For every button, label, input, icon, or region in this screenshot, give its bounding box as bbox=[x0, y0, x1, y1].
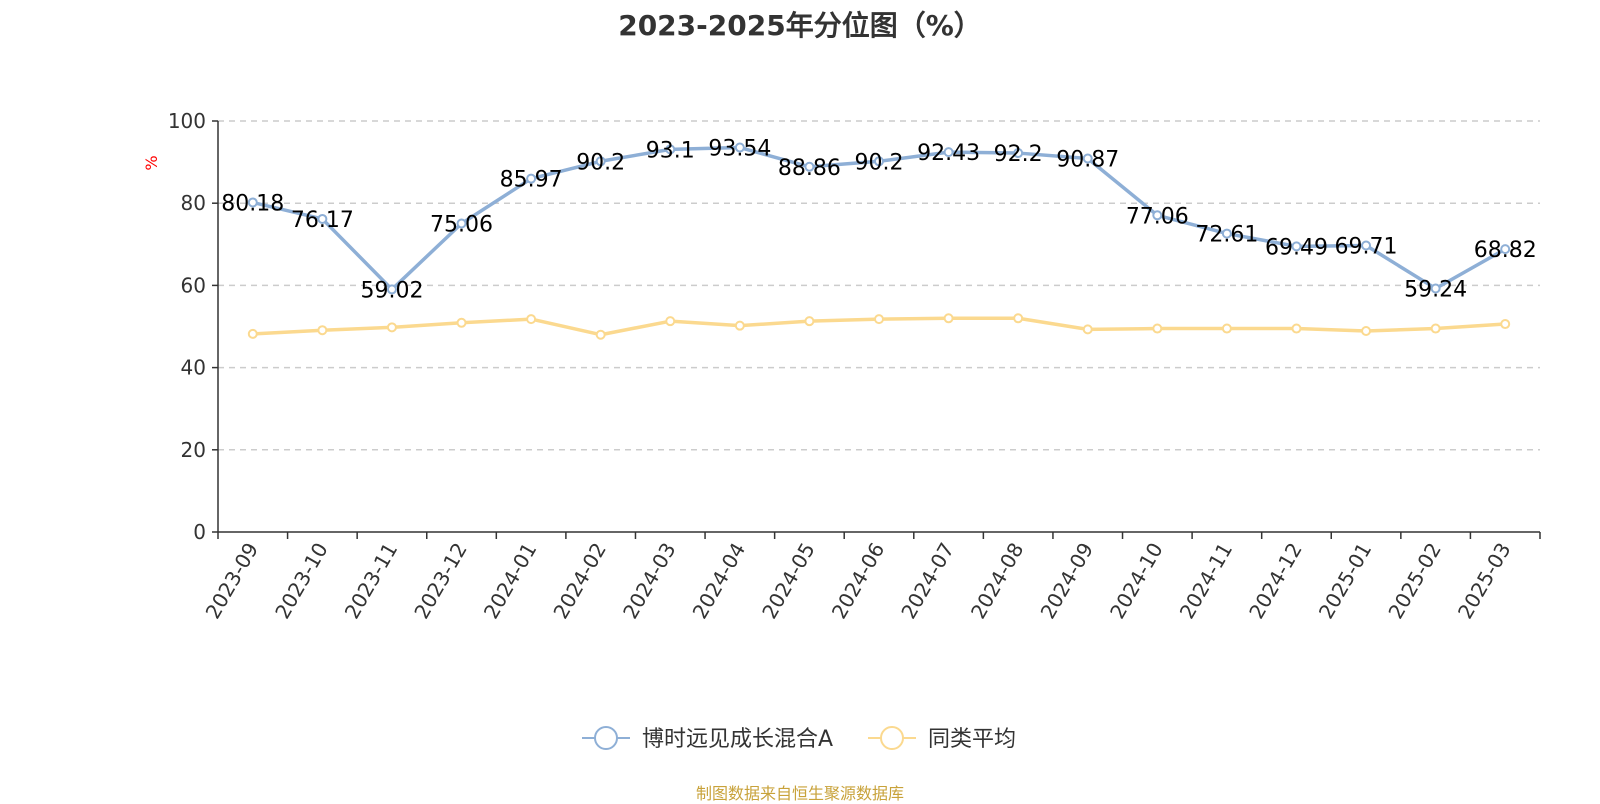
data-label: 75.06 bbox=[430, 213, 493, 238]
axes: 0 20 40 60 80 100 2023-09 2023-10 2023-11 2023-12… bbox=[168, 109, 1541, 623]
data-label: 92.2 bbox=[994, 142, 1043, 167]
x-tick-label: 2024-10 bbox=[1105, 539, 1168, 623]
data-label: 93.1 bbox=[646, 138, 695, 163]
data-point bbox=[1082, 324, 1093, 335]
y-tick-label: 60 bbox=[181, 273, 206, 297]
data-point bbox=[1082, 153, 1093, 164]
data-label: 59.02 bbox=[360, 278, 423, 303]
x-tick-label: 2025-03 bbox=[1453, 539, 1516, 623]
data-point bbox=[1361, 240, 1372, 251]
data-label: 90.87 bbox=[1056, 148, 1119, 173]
data-label: 92.43 bbox=[917, 141, 980, 166]
data-label: 88.86 bbox=[778, 156, 841, 181]
x-tick-label: 2025-01 bbox=[1314, 539, 1377, 623]
data-point bbox=[734, 142, 745, 153]
x-tick-label: 2023-12 bbox=[409, 539, 472, 623]
x-tick-label: 2024-04 bbox=[688, 539, 751, 623]
data-point bbox=[1291, 323, 1302, 334]
data-point bbox=[1361, 326, 1372, 337]
data-point bbox=[874, 156, 884, 167]
y-tick-label: 80 bbox=[181, 191, 206, 215]
data-point bbox=[526, 173, 537, 184]
data-source-note: 制图数据来自恒生聚源数据库 bbox=[695, 784, 904, 803]
data-point bbox=[386, 284, 397, 295]
data-point bbox=[804, 316, 815, 327]
legend-label: 博时远见成长混合A bbox=[642, 727, 833, 752]
data-label: 69.49 bbox=[1265, 235, 1328, 260]
y-tick-label: 40 bbox=[181, 356, 206, 380]
data-point bbox=[1430, 283, 1441, 294]
data-point bbox=[1221, 323, 1232, 334]
data-point bbox=[1291, 241, 1302, 252]
data-label: 59.24 bbox=[1404, 278, 1467, 303]
data-label: 72.61 bbox=[1195, 223, 1258, 248]
legend-marker bbox=[594, 726, 618, 750]
x-tick-label: 2024-06 bbox=[827, 539, 890, 623]
data-point bbox=[317, 325, 328, 336]
data-label: 76.17 bbox=[291, 208, 354, 233]
data-point bbox=[874, 314, 884, 325]
data-point bbox=[943, 313, 954, 324]
data-point bbox=[1430, 323, 1441, 334]
data-label: 77.06 bbox=[1126, 204, 1189, 229]
legend-item[interactable]: 博时远见成长混合A bbox=[582, 726, 833, 752]
x-tick-label: 2024-08 bbox=[966, 539, 1029, 623]
data-point bbox=[456, 317, 467, 328]
legend-marker bbox=[880, 726, 904, 750]
data-point bbox=[1500, 244, 1511, 255]
data-point bbox=[1221, 228, 1232, 239]
data-point bbox=[1013, 148, 1024, 159]
x-tick-label: 2024-11 bbox=[1175, 539, 1238, 623]
data-point bbox=[804, 161, 815, 172]
x-tick-label: 2023-10 bbox=[270, 539, 333, 623]
data-label: 90.2 bbox=[855, 150, 904, 175]
grid-lines bbox=[218, 120, 1540, 451]
data-label: 69.71 bbox=[1335, 234, 1398, 259]
data-point bbox=[247, 328, 258, 339]
data-label: 68.82 bbox=[1474, 238, 1537, 263]
data-point bbox=[386, 322, 397, 333]
y-tick-label: 20 bbox=[181, 438, 206, 462]
y-tick-label: 100 bbox=[168, 109, 206, 133]
x-tick-label: 2024-03 bbox=[618, 539, 681, 623]
data-point bbox=[456, 218, 467, 229]
data-label: 93.54 bbox=[708, 137, 771, 162]
x-tick-label: 2024-05 bbox=[757, 539, 820, 623]
data-point bbox=[1500, 319, 1511, 330]
data-point bbox=[734, 320, 745, 331]
x-tick-label: 2024-01 bbox=[479, 539, 542, 623]
data-point bbox=[595, 156, 606, 167]
chart-title: 2023-2025年分位图（%） bbox=[618, 9, 982, 42]
y-axis-label: % bbox=[142, 155, 161, 170]
y-tick-label: 0 bbox=[193, 520, 206, 544]
x-tick-label: 2025-02 bbox=[1383, 539, 1446, 623]
legend-item[interactable]: 同类平均 bbox=[868, 726, 1016, 752]
data-label: 80.18 bbox=[221, 191, 284, 216]
data-point bbox=[665, 316, 676, 327]
data-point bbox=[595, 329, 606, 340]
data-point bbox=[1013, 313, 1024, 324]
data-label: 90.2 bbox=[576, 150, 625, 175]
x-tick-label: 2024-02 bbox=[548, 539, 611, 623]
data-point bbox=[1152, 323, 1163, 334]
x-tick-label: 2024-09 bbox=[1035, 539, 1098, 623]
data-point bbox=[526, 314, 537, 325]
data-point bbox=[247, 197, 258, 208]
data-point bbox=[317, 213, 328, 224]
legend-label: 同类平均 bbox=[928, 727, 1016, 752]
x-tick-label: 2023-11 bbox=[340, 539, 403, 623]
x-tick-label: 2023-09 bbox=[201, 539, 264, 623]
series-layer: 80.18 76.17 59.02 75.06 85.97 90.2 93.1 93.54 88… bbox=[221, 137, 1537, 340]
data-point bbox=[943, 147, 954, 158]
x-tick-label: 2024-07 bbox=[896, 538, 959, 622]
data-point bbox=[665, 144, 676, 155]
data-label: 85.97 bbox=[500, 168, 563, 193]
legend: 博时远见成长混合A 同类平均 bbox=[582, 726, 1016, 752]
data-point bbox=[1152, 210, 1163, 221]
x-tick-label: 2024-12 bbox=[1244, 539, 1307, 623]
